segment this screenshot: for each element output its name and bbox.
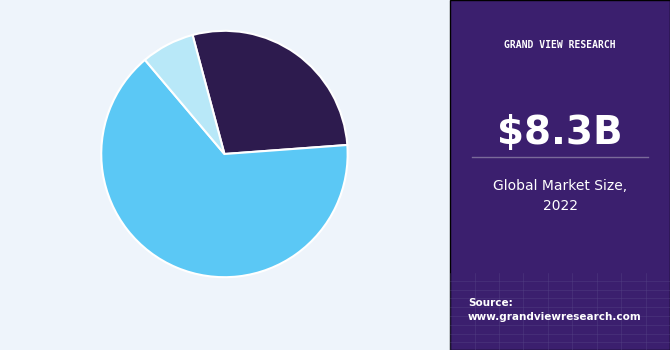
Text: GRAND VIEW RESEARCH: GRAND VIEW RESEARCH	[505, 41, 616, 50]
Text: Source:
www.grandviewresearch.com: Source: www.grandviewresearch.com	[468, 298, 642, 322]
Wedge shape	[192, 31, 347, 154]
Wedge shape	[145, 35, 224, 154]
FancyBboxPatch shape	[450, 0, 670, 350]
Text: Global Market Size,
2022: Global Market Size, 2022	[493, 179, 627, 213]
Text: $8.3B: $8.3B	[497, 114, 623, 152]
Wedge shape	[101, 60, 348, 277]
Legend: Thalassemia, Sickle Cell Disease, Other Hemoglobin (Hb) Variants: Thalassemia, Sickle Cell Disease, Other …	[0, 348, 448, 350]
